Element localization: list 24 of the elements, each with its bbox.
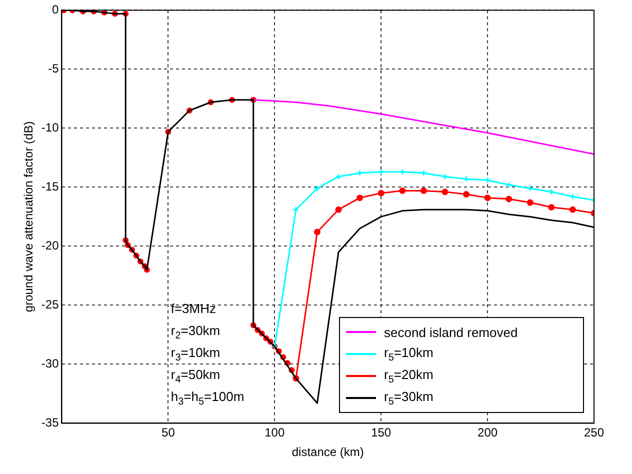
x-tick-label: 250: [584, 426, 604, 440]
y-tick-label: -15: [41, 180, 60, 194]
y-axis-title: ground wave attenuation factor (dB): [22, 121, 36, 312]
legend-label: r$_{5}$=10km: [384, 344, 434, 364]
x-tick-label: 50: [162, 426, 176, 440]
x-tick-label: 200: [478, 426, 498, 440]
y-tick-label: -10: [41, 120, 60, 135]
y-tick-label: -5: [48, 62, 60, 76]
annotation: r$_{2}$=30km: [170, 323, 220, 342]
y-tick-label: -30: [41, 356, 60, 371]
annotation: r$_{3}$=10km: [170, 345, 220, 364]
annotation: h$_{3}$=h$_{5}$=100m: [170, 389, 244, 408]
y-tick-label: -35: [41, 416, 60, 430]
x-tick-label: 150: [371, 426, 392, 440]
annotation: f=3MHz: [170, 301, 216, 316]
legend-label: r$_{5}$=30km: [384, 388, 434, 408]
annotation: r$_{4}$=50km: [170, 367, 220, 386]
y-tick-label: 0: [52, 2, 60, 17]
y-tick-label: -20: [41, 238, 60, 253]
x-tick-label: 100: [264, 426, 285, 440]
y-tick-label: -25: [41, 298, 60, 312]
legend-label: second island removed: [384, 324, 518, 340]
x-axis-title: distance (km): [292, 445, 364, 460]
legend-label: r$_{5}$=20km: [384, 366, 434, 386]
